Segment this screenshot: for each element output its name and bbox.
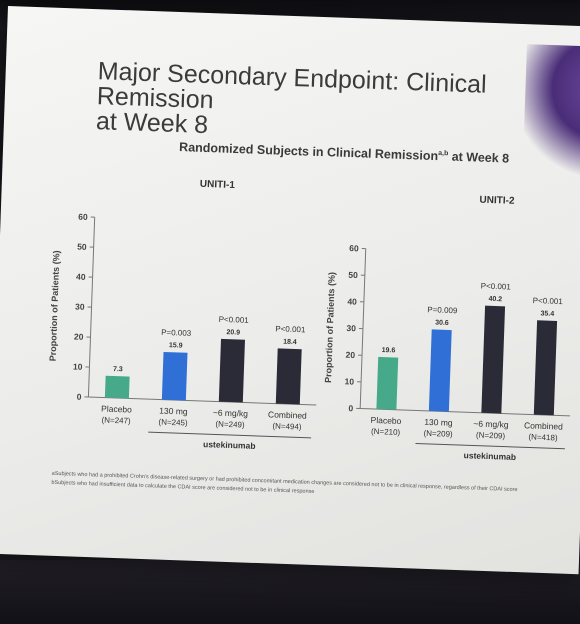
bar-placebo (376, 356, 399, 410)
p-value-label: P<0.001 (533, 296, 564, 306)
group-bracket (415, 442, 565, 450)
bar-combined (533, 320, 558, 416)
bar-value-label: 7.3 (113, 366, 123, 373)
bar-130-mg (161, 351, 188, 401)
chart-title: UNITI-2 (479, 195, 515, 207)
p-value-label: P=0.003 (161, 328, 192, 338)
x-category-label: Combined (268, 409, 307, 420)
x-category-label: 130 mg (159, 406, 188, 417)
chart-title: UNITI-1 (200, 179, 236, 191)
y-axis-label: Proportion of Patients (%) (48, 250, 62, 361)
x-n-label: (N=249) (215, 419, 245, 429)
p-value-label: P<0.001 (275, 324, 306, 334)
y-tick-label: 60 (349, 243, 359, 253)
x-category-label: ~6 mg/kg (473, 418, 509, 429)
bar--6-mg-kg (218, 338, 245, 403)
y-tick-label: 10 (73, 361, 83, 371)
bar-value-label: 40.2 (488, 296, 502, 303)
y-tick-label: 20 (345, 350, 355, 360)
x-n-label: (N=209) (423, 429, 453, 439)
y-tick-label: 60 (78, 212, 88, 222)
y-tick-label: 50 (77, 242, 87, 252)
bar-value-label: 20.9 (226, 329, 240, 336)
bar-placebo (104, 375, 130, 399)
x-n-label: (N=418) (528, 432, 558, 442)
x-n-label: (N=247) (101, 416, 131, 426)
x-n-label: (N=209) (476, 431, 506, 441)
presentation-slide: Major Secondary Endpoint: Clinical Remis… (0, 6, 580, 575)
subtitle-superscript: a,b (438, 149, 449, 158)
x-n-label: (N=245) (158, 418, 188, 428)
y-tick-label: 0 (77, 392, 82, 402)
x-category-label: Placebo (101, 403, 132, 414)
y-tick-label: 10 (344, 376, 354, 386)
bar-130-mg (428, 329, 452, 412)
x-category-label: 130 mg (424, 417, 453, 428)
p-value-label: P<0.001 (481, 281, 512, 291)
group-bracket (148, 431, 312, 439)
y-tick-label: 50 (348, 270, 358, 280)
x-n-label: (N=210) (371, 427, 401, 437)
x-n-label: (N=494) (272, 421, 302, 431)
y-tick-label: 30 (346, 323, 356, 333)
chart-uniti-2: UNITI-2 Proportion of Patients (%) 0 10 20 30… (323, 195, 571, 462)
y-tick-label: 40 (347, 296, 357, 306)
bar--6-mg-kg (481, 305, 506, 414)
x-category-label: Combined (524, 420, 563, 431)
bar-value-label: 18.4 (283, 339, 297, 346)
p-value-label: P=0.009 (427, 305, 458, 315)
y-tick-label: 40 (76, 272, 86, 282)
y-axis-label: Proportion of Patients (%) (323, 272, 337, 383)
slide-title: Major Secondary Endpoint: Clinical Remis… (96, 57, 568, 150)
y-tick-label: 30 (75, 302, 85, 312)
x-category-label: Placebo (370, 415, 401, 426)
subtitle-tail: at Week 8 (447, 149, 510, 166)
group-label: ustekinumab (203, 439, 256, 451)
bar-value-label: 15.9 (169, 342, 183, 349)
bar-value-label: 30.6 (435, 320, 449, 327)
group-label: ustekinumab (463, 450, 516, 462)
bar-value-label: 19.6 (382, 347, 396, 354)
bar-combined (275, 348, 302, 405)
p-value-label: P<0.001 (219, 315, 250, 325)
bar-value-label: 35.4 (540, 310, 554, 317)
y-tick-label: 20 (74, 332, 84, 342)
chart-uniti-1: UNITI-1 Proportion of Patients (%) 0 10 20 30… (48, 179, 317, 451)
x-category-label: ~6 mg/kg (213, 407, 249, 418)
y-tick-label: 0 (348, 403, 353, 413)
